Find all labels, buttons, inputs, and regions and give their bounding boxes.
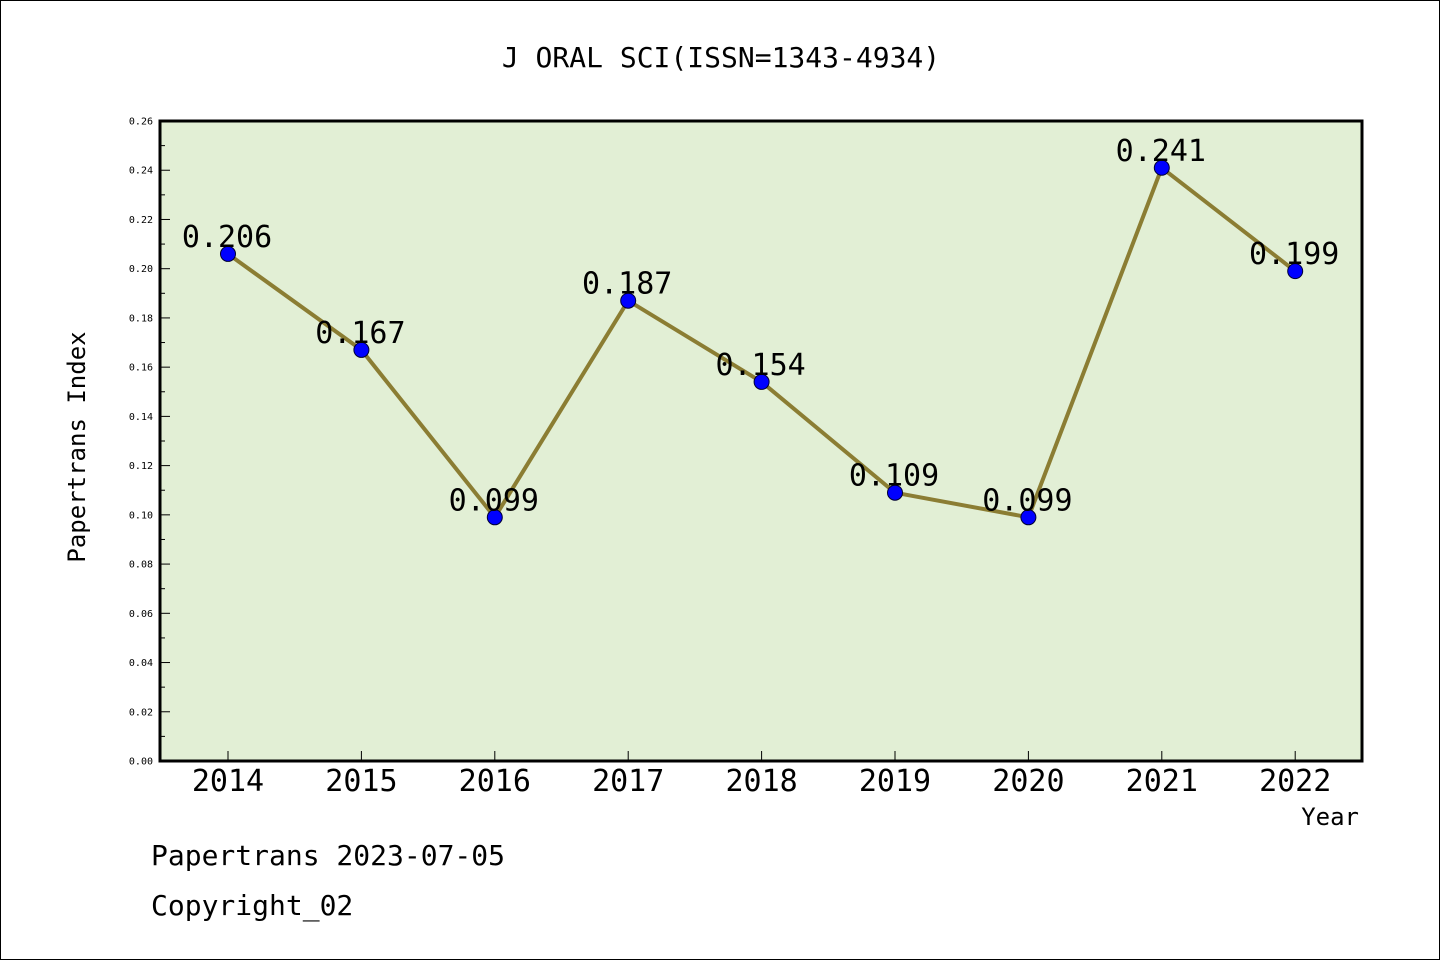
data-label: 0.099	[982, 483, 1072, 518]
series-markers	[220, 159, 1304, 526]
data-label: 0.099	[449, 483, 539, 518]
data-point	[1020, 509, 1037, 526]
data-label: 0.167	[315, 316, 405, 351]
y-axis-label: Papertrans Index	[63, 331, 91, 562]
data-label: 0.199	[1249, 237, 1339, 272]
data-labels: 0.206 0.167 0.099 0.187 0.154 0.109 0.099 0.241…	[182, 134, 1340, 519]
x-tick-label: 2019	[859, 764, 931, 799]
x-tick-label: 2014	[192, 764, 264, 799]
x-tick-label: 2020	[992, 764, 1064, 799]
y-tick-label: 0.16	[129, 363, 153, 374]
x-tick-label: 2015	[325, 764, 397, 799]
y-tick-label: 0.10	[129, 510, 153, 521]
y-tick-label: 0.14	[129, 412, 153, 423]
x-tick-label: 2022	[1259, 764, 1331, 799]
y-tick-label: 0.06	[129, 609, 153, 620]
x-axis: 2014 2015 2016 2017 2018 2019 2020 2021 2022	[192, 751, 1331, 799]
footer-copyright: Copyright_02	[151, 889, 353, 923]
y-tick-label: 0.08	[129, 560, 153, 571]
footer-date-stamp: Papertrans 2023-07-05	[151, 839, 505, 872]
y-tick-label: 0.24	[129, 166, 153, 177]
x-axis-label: Year	[1301, 803, 1359, 831]
data-point	[620, 292, 637, 309]
plot-area	[158, 119, 1364, 763]
x-tick-label: 2017	[592, 764, 664, 799]
y-tick-label: 0.18	[129, 313, 153, 324]
y-tick-label: 0.00	[129, 757, 153, 768]
x-tick-label: 2018	[725, 764, 797, 799]
data-point	[220, 245, 236, 262]
y-tick-label: 0.26	[129, 117, 153, 128]
data-point	[753, 373, 770, 390]
y-tick-label: 0.20	[129, 264, 153, 275]
data-label: 0.187	[582, 267, 672, 302]
data-point	[353, 341, 370, 358]
data-point	[887, 484, 903, 501]
data-label: 0.109	[849, 459, 939, 494]
chart-title: J ORAL SCI(ISSN=1343-4934)	[502, 41, 940, 74]
y-tick-label: 0.12	[129, 461, 153, 472]
data-label: 0.241	[1116, 134, 1206, 169]
x-tick-label: 2016	[459, 764, 531, 799]
data-label: 0.206	[182, 220, 272, 255]
data-point	[486, 509, 503, 526]
y-tick-label: 0.04	[129, 658, 153, 669]
y-axis: 0.00 0.02 0.04 0.06 0.08 0.10 0.12 0.14 0.16 0.18…	[129, 117, 170, 768]
y-tick-label: 0.02	[129, 707, 153, 718]
data-label: 0.154	[715, 348, 805, 383]
data-point	[1153, 159, 1170, 176]
x-tick-label: 2021	[1126, 764, 1198, 799]
y-tick-label: 0.22	[129, 215, 153, 226]
data-point	[1287, 263, 1304, 280]
